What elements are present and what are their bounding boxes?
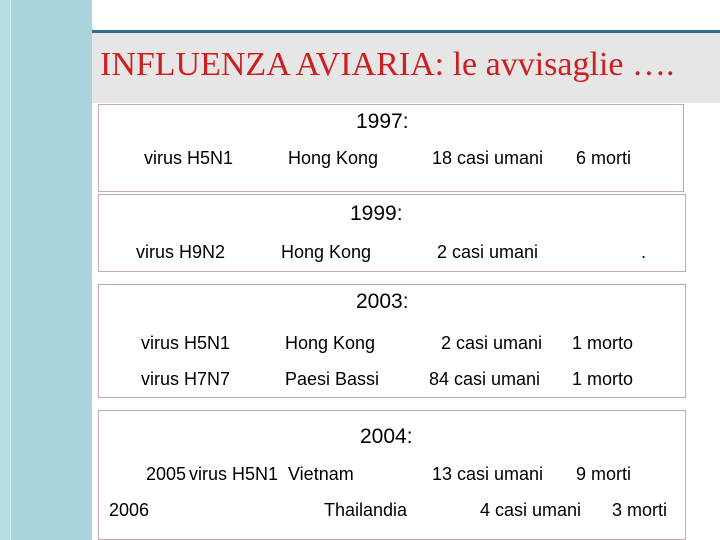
place-1999: Hong Kong (281, 242, 372, 262)
virus-1997: virus H5N1 (144, 148, 234, 168)
virus-2004: virus H5N1 (189, 464, 279, 484)
title-bar (92, 30, 720, 106)
year-1999: 1999: (350, 202, 403, 225)
cases-2006: 4 casi umani (480, 500, 582, 520)
top-bar (92, 0, 720, 28)
cases-2004: 13 casi umani (432, 464, 544, 484)
place-2003-a: Hong Kong (285, 333, 376, 353)
slide-title: INFLUENZA AVIARIA: le avvisaglie …. (100, 46, 675, 83)
deaths-2003-b: 1 morto (572, 369, 634, 389)
deaths-2006: 3 morti (612, 500, 668, 520)
virus-1999: virus H9N2 (136, 242, 226, 262)
virus-2003-a: virus H5N1 (141, 333, 231, 353)
cases-2003-a: 2 casi umani (441, 333, 543, 353)
place-2003-b: Paesi Bassi (285, 369, 380, 389)
deaths-1999: . (641, 242, 647, 262)
virus-2003-b: virus H7N7 (141, 369, 231, 389)
year-2006-prefix: 2006 (109, 500, 150, 520)
left-decor-stripe-inner (10, 0, 93, 540)
box-2004 (98, 410, 686, 540)
place-2006: Thailandia (324, 500, 408, 520)
box-1997 (98, 104, 684, 192)
deaths-1997: 6 morti (576, 148, 632, 168)
cases-1997: 18 casi umani (432, 148, 544, 168)
cases-2003-b: 84 casi umani (429, 369, 541, 389)
year-2004: 2004: (360, 425, 413, 448)
box-2003 (98, 284, 686, 398)
deaths-2004: 9 morti (576, 464, 632, 484)
cases-1999: 2 casi umani (437, 242, 539, 262)
place-1997: Hong Kong (288, 148, 379, 168)
box-1999 (98, 194, 686, 272)
year-2003: 2003: (356, 290, 409, 313)
place-2004: Vietnam (288, 464, 354, 484)
year-1997: 1997: (356, 110, 409, 133)
deaths-2003-a: 1 morto (572, 333, 634, 353)
year-2005-prefix: 2005 (146, 464, 187, 484)
